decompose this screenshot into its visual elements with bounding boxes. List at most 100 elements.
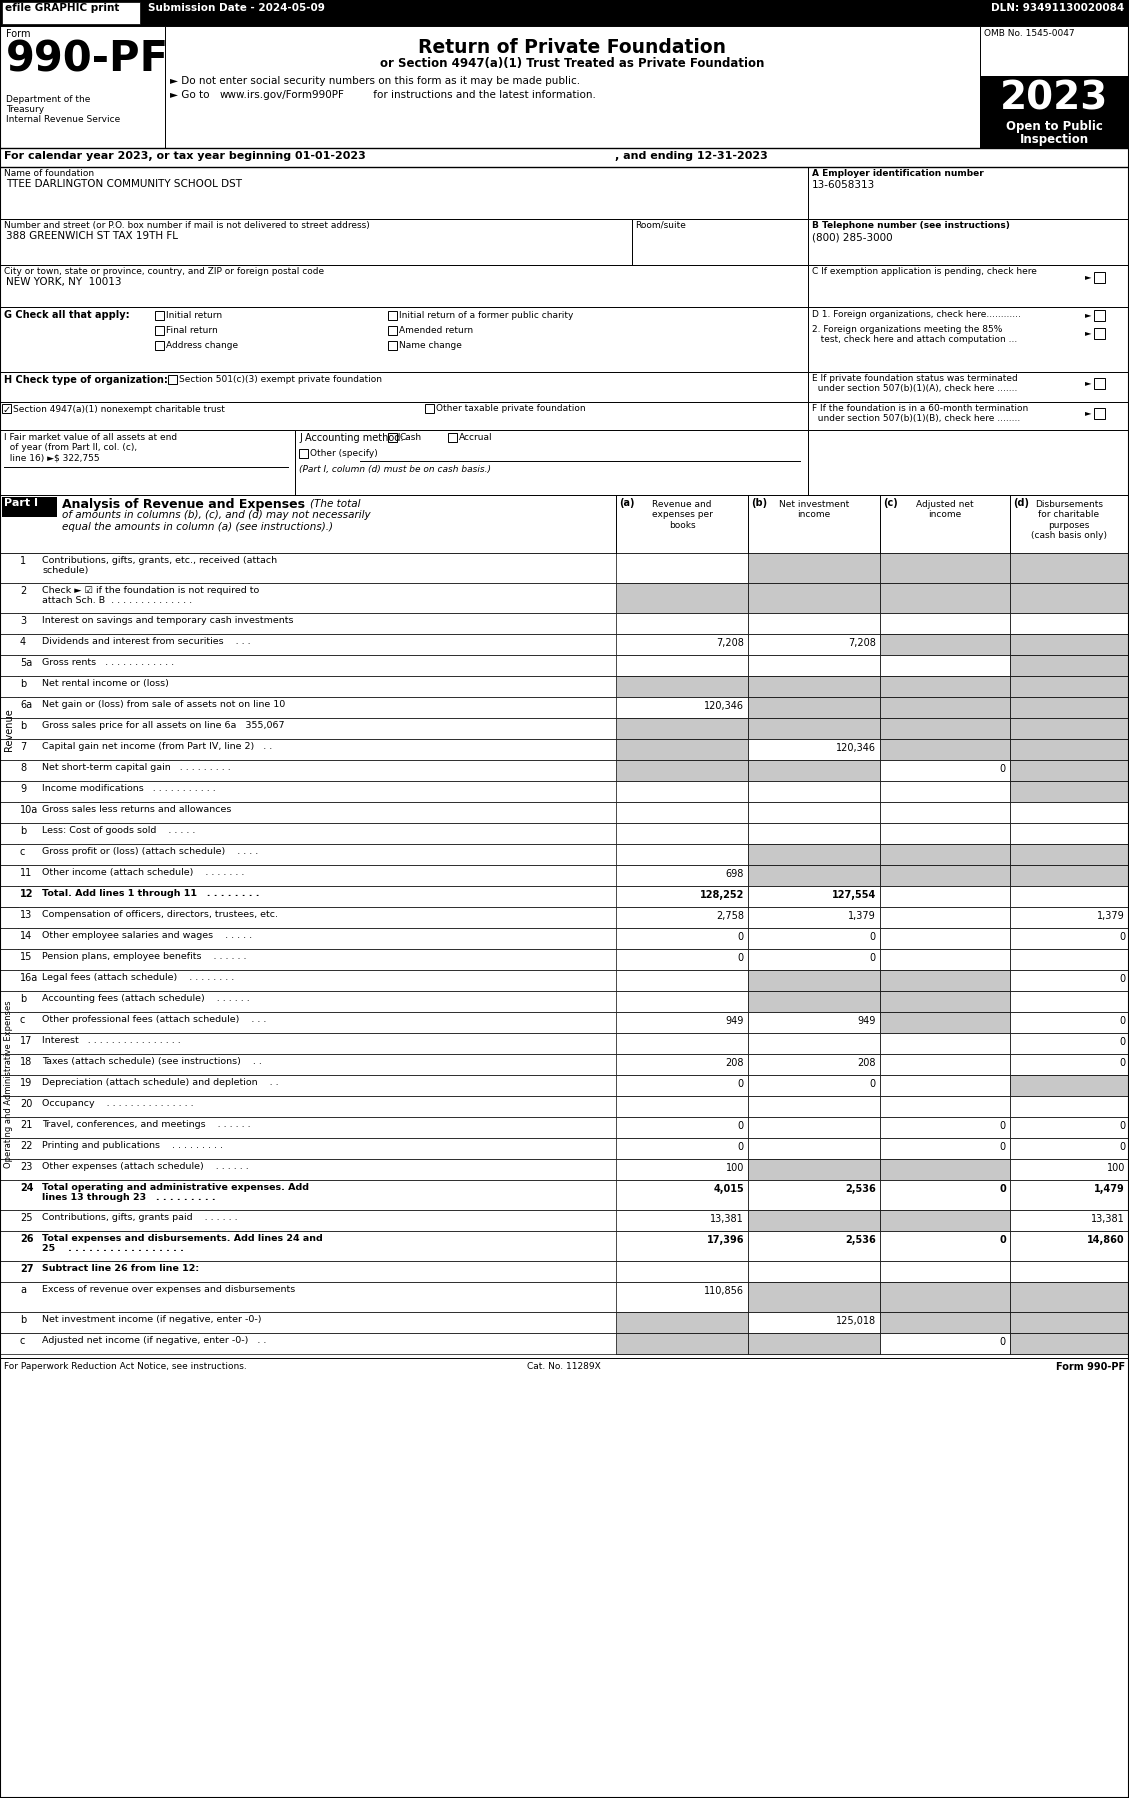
Bar (0, 403, 808, 430)
Text: 0: 0 (1000, 1120, 1006, 1131)
Text: line 16) ►$ 322,755: line 16) ►$ 322,755 (5, 453, 99, 462)
Text: 0: 0 (1000, 1338, 1006, 1347)
Bar (1010, 717, 1129, 739)
Bar (616, 906, 749, 928)
Bar (299, 450, 308, 458)
Text: A Employer identification number: A Employer identification number (812, 169, 983, 178)
Bar (2, 496, 56, 518)
Text: 19: 19 (20, 1079, 33, 1088)
Bar (616, 886, 749, 906)
Bar (616, 717, 749, 739)
Text: Form 990-PF: Form 990-PF (1056, 1363, 1124, 1372)
Bar (749, 1138, 879, 1160)
Text: www.irs.gov/Form990PF: www.irs.gov/Form990PF (220, 90, 344, 101)
Text: 0: 0 (999, 1185, 1006, 1194)
Text: 208: 208 (858, 1057, 876, 1068)
Text: Return of Private Foundation: Return of Private Foundation (418, 38, 726, 58)
Bar (616, 1332, 749, 1354)
Text: 2023: 2023 (1000, 79, 1109, 119)
Bar (616, 1210, 749, 1232)
Text: Excess of revenue over expenses and disbursements: Excess of revenue over expenses and disb… (42, 1286, 296, 1295)
Bar (1010, 1332, 1129, 1354)
Bar (0, 1075, 1129, 1097)
Text: 27: 27 (20, 1264, 34, 1275)
Bar (0, 167, 808, 219)
Bar (749, 1160, 879, 1179)
Bar (1010, 1097, 1129, 1117)
Bar (879, 1160, 1010, 1179)
Bar (749, 949, 879, 969)
Text: Name of foundation: Name of foundation (5, 169, 94, 178)
Bar (808, 264, 1129, 307)
Bar (1010, 802, 1129, 823)
Bar (616, 949, 749, 969)
Bar (0, 802, 1129, 823)
Bar (879, 1054, 1010, 1075)
Bar (616, 928, 749, 949)
Bar (1010, 1012, 1129, 1034)
Text: B Telephone number (see instructions): B Telephone number (see instructions) (812, 221, 1009, 230)
Text: 22: 22 (20, 1142, 33, 1151)
Text: 1,479: 1,479 (1094, 1185, 1124, 1194)
Bar (388, 433, 397, 442)
Text: Taxes (attach schedule) (see instructions)    . .: Taxes (attach schedule) (see instruction… (42, 1057, 262, 1066)
Bar (295, 430, 808, 494)
Text: I Fair market value of all assets at end: I Fair market value of all assets at end (5, 433, 177, 442)
Bar (1010, 991, 1129, 1012)
Bar (0, 928, 1129, 949)
Text: efile GRAPHIC print: efile GRAPHIC print (5, 4, 120, 13)
Text: Legal fees (attach schedule)    . . . . . . . .: Legal fees (attach schedule) . . . . . .… (42, 973, 234, 982)
Bar (749, 1179, 879, 1210)
Text: 0: 0 (738, 1142, 744, 1153)
Text: 0: 0 (738, 953, 744, 964)
Bar (0, 1232, 1129, 1260)
Text: 0: 0 (1000, 1142, 1006, 1153)
Bar (616, 843, 749, 865)
Text: c: c (20, 1016, 25, 1025)
Bar (616, 554, 749, 583)
Bar (0, 949, 1129, 969)
Text: City or town, state or province, country, and ZIP or foreign postal code: City or town, state or province, country… (5, 266, 324, 277)
Text: Gross profit or (loss) (attach schedule)    . . . .: Gross profit or (loss) (attach schedule)… (42, 847, 259, 856)
Bar (616, 1054, 749, 1075)
Bar (0, 1097, 1129, 1117)
Text: b: b (20, 721, 26, 732)
Text: Inspection: Inspection (1019, 133, 1088, 146)
Text: 17,396: 17,396 (707, 1235, 744, 1244)
Bar (0, 886, 1129, 906)
Bar (879, 1232, 1010, 1260)
Text: 4: 4 (20, 636, 26, 647)
Text: Initial return: Initial return (166, 311, 222, 320)
Bar (0, 698, 1129, 717)
Bar (0, 219, 632, 264)
Text: Other employee salaries and wages    . . . . .: Other employee salaries and wages . . . … (42, 931, 252, 940)
Bar (616, 780, 749, 802)
Bar (1010, 1232, 1129, 1260)
Text: Department of the: Department of the (6, 95, 90, 104)
Bar (1010, 1054, 1129, 1075)
Bar (1010, 635, 1129, 654)
Bar (616, 969, 749, 991)
Bar (616, 1075, 749, 1097)
Bar (879, 949, 1010, 969)
Text: 2: 2 (20, 586, 26, 595)
Bar (616, 1179, 749, 1210)
Bar (0, 906, 1129, 928)
Bar (749, 928, 879, 949)
Bar (879, 717, 1010, 739)
Bar (0, 635, 1129, 654)
Text: Open to Public: Open to Public (1006, 120, 1102, 133)
Bar (1010, 739, 1129, 761)
Text: 949: 949 (726, 1016, 744, 1027)
Bar (749, 1260, 879, 1282)
Text: 26: 26 (20, 1233, 34, 1244)
Bar (808, 219, 1129, 264)
Bar (879, 1332, 1010, 1354)
Text: of amounts in columns (b), (c), and (d) may not necessarily: of amounts in columns (b), (c), and (d) … (62, 511, 370, 520)
Text: Other (specify): Other (specify) (310, 450, 378, 458)
Text: ►: ► (1085, 408, 1092, 417)
Text: 2. Foreign organizations meeting the 85%: 2. Foreign organizations meeting the 85% (812, 325, 1003, 334)
Text: 13-6058313: 13-6058313 (812, 180, 875, 191)
Text: Depreciation (attach schedule) and depletion    . .: Depreciation (attach schedule) and deple… (42, 1079, 279, 1088)
Text: Revenue: Revenue (5, 708, 14, 752)
